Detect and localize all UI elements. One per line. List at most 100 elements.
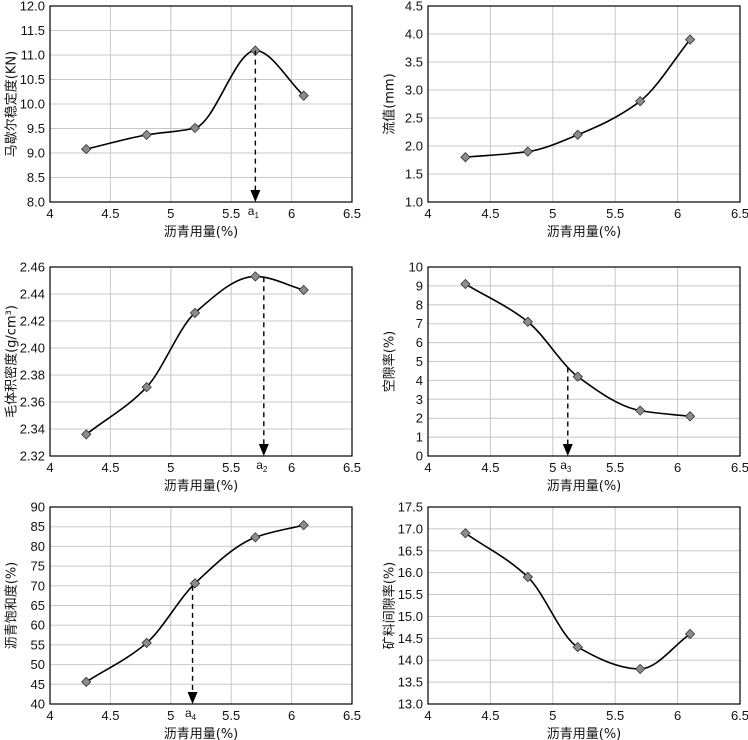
y-tick-label: 9	[416, 278, 423, 293]
x-tick-label: 6	[288, 708, 295, 723]
x-tick-label: 5.5	[222, 206, 240, 221]
data-point	[460, 278, 471, 290]
marker-subscript: 1	[254, 211, 259, 220]
y-tick-label: 5	[416, 354, 423, 369]
x-tick-label: 4.5	[481, 708, 499, 723]
data-point	[81, 429, 92, 440]
data-point	[460, 528, 471, 539]
x-tick-label: 6	[288, 460, 295, 475]
x-tick-label: 4.5	[101, 460, 119, 475]
y-tick-label: 11.5	[21, 23, 45, 38]
x-tick-label: 4	[424, 206, 431, 221]
y-tick-label: 3.0	[405, 83, 423, 98]
y-tick-label: 15.5	[398, 587, 423, 602]
marker-label: a4	[185, 706, 197, 722]
chart-panel-3: 2.32 2.34 2.36 2.38 2.40 2.42 2.44 2.46 4 4.5 5 5.5…	[4, 260, 362, 495]
data-point	[460, 152, 471, 163]
marker-subscript: 2	[263, 465, 268, 474]
data-point	[189, 307, 201, 319]
y-tick-label: 15.0	[398, 609, 423, 624]
y-tick-label: 14.5	[398, 631, 423, 646]
y-tick-label: 17.5	[398, 500, 423, 515]
chart-panel-6: 13.0 13.5 14.0 14.5 15.0 15.5 16.0 16.5 17.0 17.5…	[382, 500, 748, 740]
y-axis-label: 空隙率(%)	[382, 331, 398, 393]
y-tick-label: 65	[31, 598, 45, 613]
data-point	[572, 371, 583, 382]
x-tick-label: 6.5	[731, 708, 748, 723]
y-tick-label: 1.5	[405, 167, 423, 182]
x-tick-label: 4	[46, 206, 53, 221]
x-tick-label: 5	[167, 206, 174, 221]
data-point	[522, 316, 534, 327]
y-tick-label: 2.46	[20, 260, 45, 275]
y-tick-label: 7	[416, 316, 423, 331]
data-point	[141, 129, 152, 141]
y-tick-label: 3.5	[405, 55, 423, 70]
y-tick-label: 9.0	[27, 146, 45, 161]
y-tick-label: 2.36	[20, 395, 45, 410]
chart-panel-2: 1.0 1.5 2.0 2.5 3.0 3.5 4.0 4.5 4 4.5 5 5.5 6 6.5 沥青用量…	[382, 0, 748, 240]
y-tick-label: 2.32	[20, 449, 45, 464]
y-tick-label: 2.44	[20, 287, 45, 302]
data-point	[572, 641, 583, 653]
arrow-head	[250, 190, 261, 202]
y-tick-label: 85	[31, 519, 45, 534]
y-axis-label: 马歇尔稳定度(KN)	[4, 51, 20, 157]
y-tick-label: 2.5	[405, 111, 423, 126]
series-line	[86, 49, 305, 150]
x-tick-label: 4.5	[481, 460, 499, 475]
x-tick-label: 6	[674, 206, 681, 221]
x-tick-label: 6.5	[731, 206, 748, 221]
plot-frame	[49, 506, 353, 705]
y-tick-label: 17.0	[398, 521, 423, 536]
data-point	[189, 122, 201, 134]
y-tick-label: 4	[416, 373, 423, 388]
y-tick-label: 2.40	[20, 341, 45, 356]
data-point	[141, 637, 152, 649]
x-tick-label: 4	[424, 708, 431, 723]
x-tick-label: 6	[288, 206, 295, 221]
x-axis-label: 沥青用量(%)	[547, 479, 622, 494]
y-tick-label: 45	[31, 677, 45, 692]
y-axis-label: 矿料间隙率(%)	[382, 562, 398, 650]
y-tick-label: 16.0	[398, 565, 423, 580]
y-tick-label: 70	[31, 578, 45, 593]
x-tick-label: 6.5	[731, 460, 748, 475]
marker-subscript: 3	[567, 465, 572, 474]
y-tick-label: 16.5	[398, 543, 423, 558]
y-tick-label: 8.0	[27, 195, 45, 210]
data-point	[684, 628, 696, 640]
data-point	[684, 411, 696, 422]
x-tick-label: 5.5	[606, 206, 624, 221]
plot-frame	[49, 5, 353, 203]
y-tick-label: 1	[416, 430, 423, 445]
y-tick-label: 13.5	[398, 675, 423, 690]
data-point	[81, 676, 92, 688]
data-point	[298, 284, 309, 296]
marker-subscript: 4	[192, 713, 197, 722]
marker-label: a2	[256, 458, 268, 474]
x-tick-label: 5.5	[606, 708, 624, 723]
x-tick-label: 5	[549, 708, 556, 723]
x-tick-label: 5	[167, 708, 174, 723]
data-point	[250, 271, 261, 282]
x-tick-label: 4	[46, 460, 53, 475]
y-tick-label: 2.34	[20, 422, 45, 437]
x-tick-label: 5.5	[222, 708, 240, 723]
plot-frame	[427, 266, 741, 457]
y-axis-label: 沥青饱和度(%)	[4, 562, 20, 650]
x-tick-label: 4	[424, 460, 431, 475]
y-tick-label: 0	[416, 449, 423, 464]
data-point	[522, 571, 534, 583]
data-point	[250, 532, 261, 543]
y-tick-label: 12.0	[20, 0, 45, 14]
x-axis-label: 沥青用量(%)	[164, 727, 239, 740]
y-tick-label: 40	[31, 697, 45, 712]
x-tick-label: 6	[674, 708, 681, 723]
x-tick-label: 6.5	[343, 460, 361, 475]
y-tick-label: 80	[31, 539, 45, 554]
plot-frame	[427, 5, 741, 203]
x-axis-label: 沥青用量(%)	[164, 479, 239, 494]
x-tick-label: 4.5	[481, 206, 499, 221]
